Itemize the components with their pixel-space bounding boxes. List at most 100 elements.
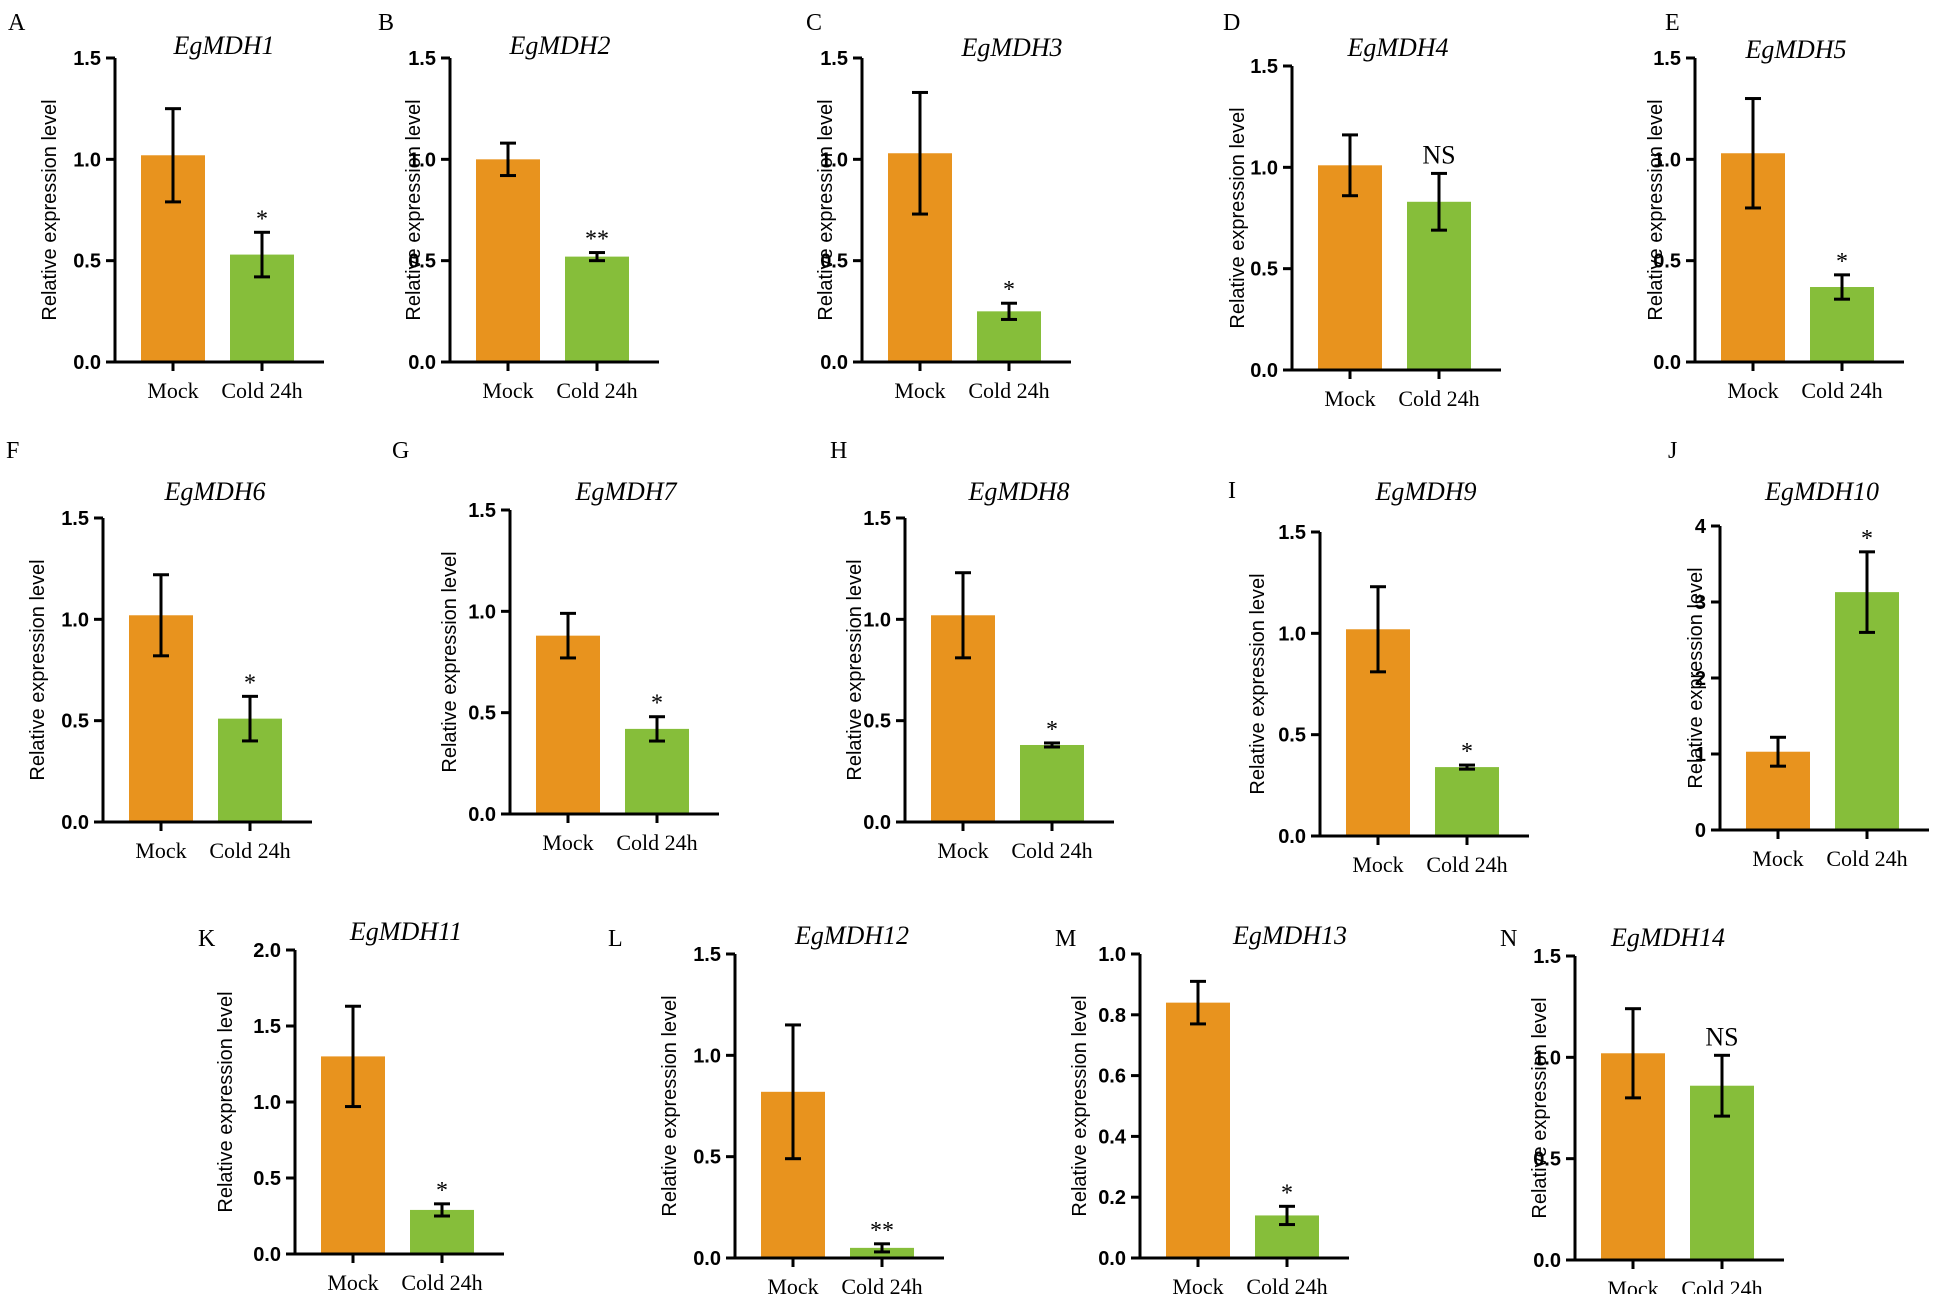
panel-a: A EgMDH1 Relative expression level * 0.0 0.5 1… [8,10,324,403]
bar-mock [476,159,540,362]
y-tick-label: 0.0 [468,804,496,826]
y-tick-label: 1.0 [61,609,89,631]
error-bar [874,1242,890,1254]
y-axis-label: Relative expression level [659,995,681,1216]
error-bar [1859,550,1875,634]
y-tick-label: 1.5 [73,48,101,70]
chart-title: EgMDH11 [349,917,462,946]
y-axis-label: Relative expression level [1529,997,1551,1218]
error-bar [1370,585,1386,674]
error-bar [434,1202,450,1218]
bar-cold-24h [1020,744,1084,822]
chart-title: EgMDH8 [967,477,1069,506]
significance-label: * [436,1178,448,1204]
error-bar [912,90,928,216]
panel-k: K EgMDH11 Relative expression level * 0.0 0.5… [198,917,504,1294]
panel-letter: I [1228,478,1236,504]
panel-b: B EgMDH2 Relative expression level ** 0.0 0.5… [378,10,659,403]
y-tick-label: 0.5 [863,711,891,733]
panel-c: C EgMDH3 Relative expression level * 0.0 0.5 1… [806,10,1071,403]
error-bar [785,1023,801,1161]
y-tick-label: 1.0 [693,1045,721,1067]
panel-letter: M [1055,926,1076,952]
y-tick-label: 1.5 [408,48,436,70]
y-tick-label: 1.0 [863,609,891,631]
bar-cold-24h [625,728,689,814]
error-bar [345,1004,361,1109]
y-tick-label: 0.0 [1098,1248,1126,1270]
significance-label: * [1003,277,1015,303]
panel-m: M EgMDH13 Relative expression level * 0.0 0.2… [1055,921,1349,1294]
x-label-cold-24h: Cold 24h [1011,838,1092,863]
y-tick-label: 1.0 [468,601,496,623]
x-label-cold-24h: Cold 24h [968,378,1049,403]
x-label-mock: Mock [147,378,198,403]
chart-title: EgMDH12 [794,921,909,950]
y-tick-label: 0.0 [61,812,89,834]
y-tick-label: 1.0 [1533,1047,1561,1069]
bar-mock [1166,1002,1230,1258]
y-tick-label: 0.0 [253,1244,281,1266]
panel-letter: K [198,926,216,952]
significance-label: NS [1422,140,1455,169]
error-bar [242,694,258,743]
y-tick-label: 0.0 [408,352,436,374]
significance-label: NS [1705,1022,1738,1051]
x-label-cold-24h: Cold 24h [1801,378,1882,403]
error-bar [1714,1053,1730,1118]
significance-label: * [1046,717,1058,743]
y-tick-label: 0.5 [253,1168,281,1190]
y-tick-label: 0.5 [693,1147,721,1169]
error-bar [1044,741,1060,749]
significance-label: ** [585,227,609,253]
y-tick-label: 1.0 [1278,623,1306,645]
panel-letter: F [6,438,19,464]
x-label-mock: Mock [1352,852,1403,877]
panel-letter: E [1665,10,1680,36]
y-tick-label: 0.5 [61,711,89,733]
y-tick-label: 1.5 [1533,946,1561,968]
y-tick-label: 1.5 [1653,48,1681,70]
panel-f: F EgMDH6 Relative expression level * 0.0 0.5 1… [6,438,312,863]
y-axis-label: Relative expression level [439,551,461,772]
chart-title: EgMDH5 [1744,35,1846,64]
x-label-cold-24h: Cold 24h [1426,852,1507,877]
x-label-cold-24h: Cold 24h [1398,386,1479,411]
panel-letter: N [1500,926,1517,952]
error-bar [254,230,270,279]
y-axis-label: Relative expression level [403,99,425,320]
y-tick-label: 1.5 [253,1016,281,1038]
panel-j: J EgMDH10 Relative expression level * 0 1 2 3 4 M… [1668,438,1929,871]
error-bar [1279,1204,1295,1227]
y-axis-label: Relative expression level [39,99,61,320]
y-tick-label: 0.0 [73,352,101,374]
significance-label: * [244,670,256,696]
y-tick-label: 0.0 [820,352,848,374]
error-bar [589,251,605,263]
error-bar [955,571,971,660]
y-tick-label: 0 [1695,820,1706,842]
y-tick-label: 1.5 [1250,56,1278,78]
panel-letter: H [830,438,847,464]
y-tick-label: 1.5 [1278,522,1306,544]
y-tick-label: 0.2 [1098,1187,1126,1209]
y-axis-label: Relative expression level [215,991,237,1212]
error-bar [1459,763,1475,771]
x-label-mock: Mock [1607,1276,1658,1294]
y-axis-label: Relative expression level [1645,99,1667,320]
x-label-mock: Mock [1172,1274,1223,1294]
panel-l: L EgMDH12 Relative expression level ** 0.0 0.… [608,921,944,1294]
y-tick-label: 0.5 [1278,725,1306,747]
y-tick-label: 1.0 [1250,157,1278,179]
x-label-cold-24h: Cold 24h [221,378,302,403]
y-tick-label: 4 [1695,516,1707,538]
panel-letter: C [806,10,822,36]
panel-letter: B [378,10,394,36]
error-bar [1001,301,1017,321]
significance-label: * [1281,1180,1293,1206]
panel-letter: J [1668,438,1677,464]
y-tick-label: 1.5 [693,944,721,966]
panel-i: I EgMDH9 Relative expression level * 0.0 0.5 1… [1228,477,1529,877]
x-label-mock: Mock [482,378,533,403]
